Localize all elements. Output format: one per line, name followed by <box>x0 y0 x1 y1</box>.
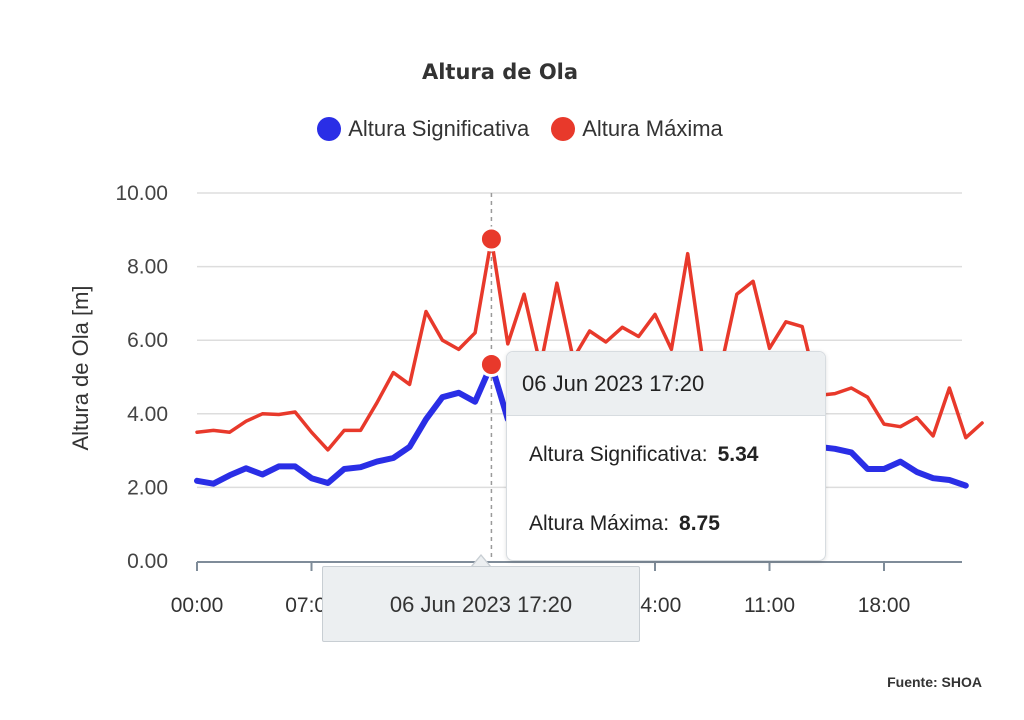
chart-title: Altura de Ola <box>421 60 579 84</box>
tooltip-label: Altura Significativa: <box>529 443 708 466</box>
tooltip-value: 5.34 <box>717 443 759 466</box>
legend-marker-icon <box>317 117 342 141</box>
y-axis-label: Altura de Ola [m] <box>68 285 93 450</box>
tooltip-value: 8.75 <box>679 512 720 535</box>
tooltip-row-significativa: Altura Significativa: 5.34 <box>529 443 758 467</box>
source-credit: Fuente: SHOA <box>887 674 982 690</box>
legend-item-altura-significativa[interactable]: Altura Significativa <box>317 116 529 142</box>
legend-marker-icon <box>551 117 576 141</box>
tooltip-header: 06 Jun 2023 17:20 <box>507 352 825 416</box>
y-tick-label: 10.00 <box>115 182 168 205</box>
crosshair-x-label: 06 Jun 2023 17:20 <box>322 566 640 642</box>
y-tick-label: 4.00 <box>127 403 168 426</box>
legend-label: Altura Máxima <box>582 116 723 141</box>
legend-item-altura-maxima[interactable]: Altura Máxima <box>551 116 723 142</box>
x-tick-label: 11:00 <box>744 594 795 617</box>
series-line <box>195 237 984 452</box>
y-tick-label: 0.00 <box>127 550 168 573</box>
highlight-point <box>478 351 504 377</box>
y-tick-label: 2.00 <box>127 476 168 499</box>
x-tick-label: 00:00 <box>171 594 224 617</box>
tooltip-row-maxima: Altura Máxima: 8.75 <box>529 512 720 536</box>
x-tick-label: 18:00 <box>858 594 911 617</box>
y-tick-label: 8.00 <box>127 256 168 279</box>
y-tick-label: 6.00 <box>127 329 168 352</box>
crosshair-label-caret-inner <box>472 556 490 567</box>
legend-label: Altura Significativa <box>348 116 530 141</box>
chart-legend: Altura Significativa Altura Máxima <box>0 116 1024 142</box>
tooltip-label: Altura Máxima: <box>529 512 670 535</box>
highlight-point <box>478 226 504 252</box>
data-tooltip: 06 Jun 2023 17:20 Altura Significativa: 5… <box>506 351 826 561</box>
x-tick-label: 14:00 <box>629 594 682 617</box>
